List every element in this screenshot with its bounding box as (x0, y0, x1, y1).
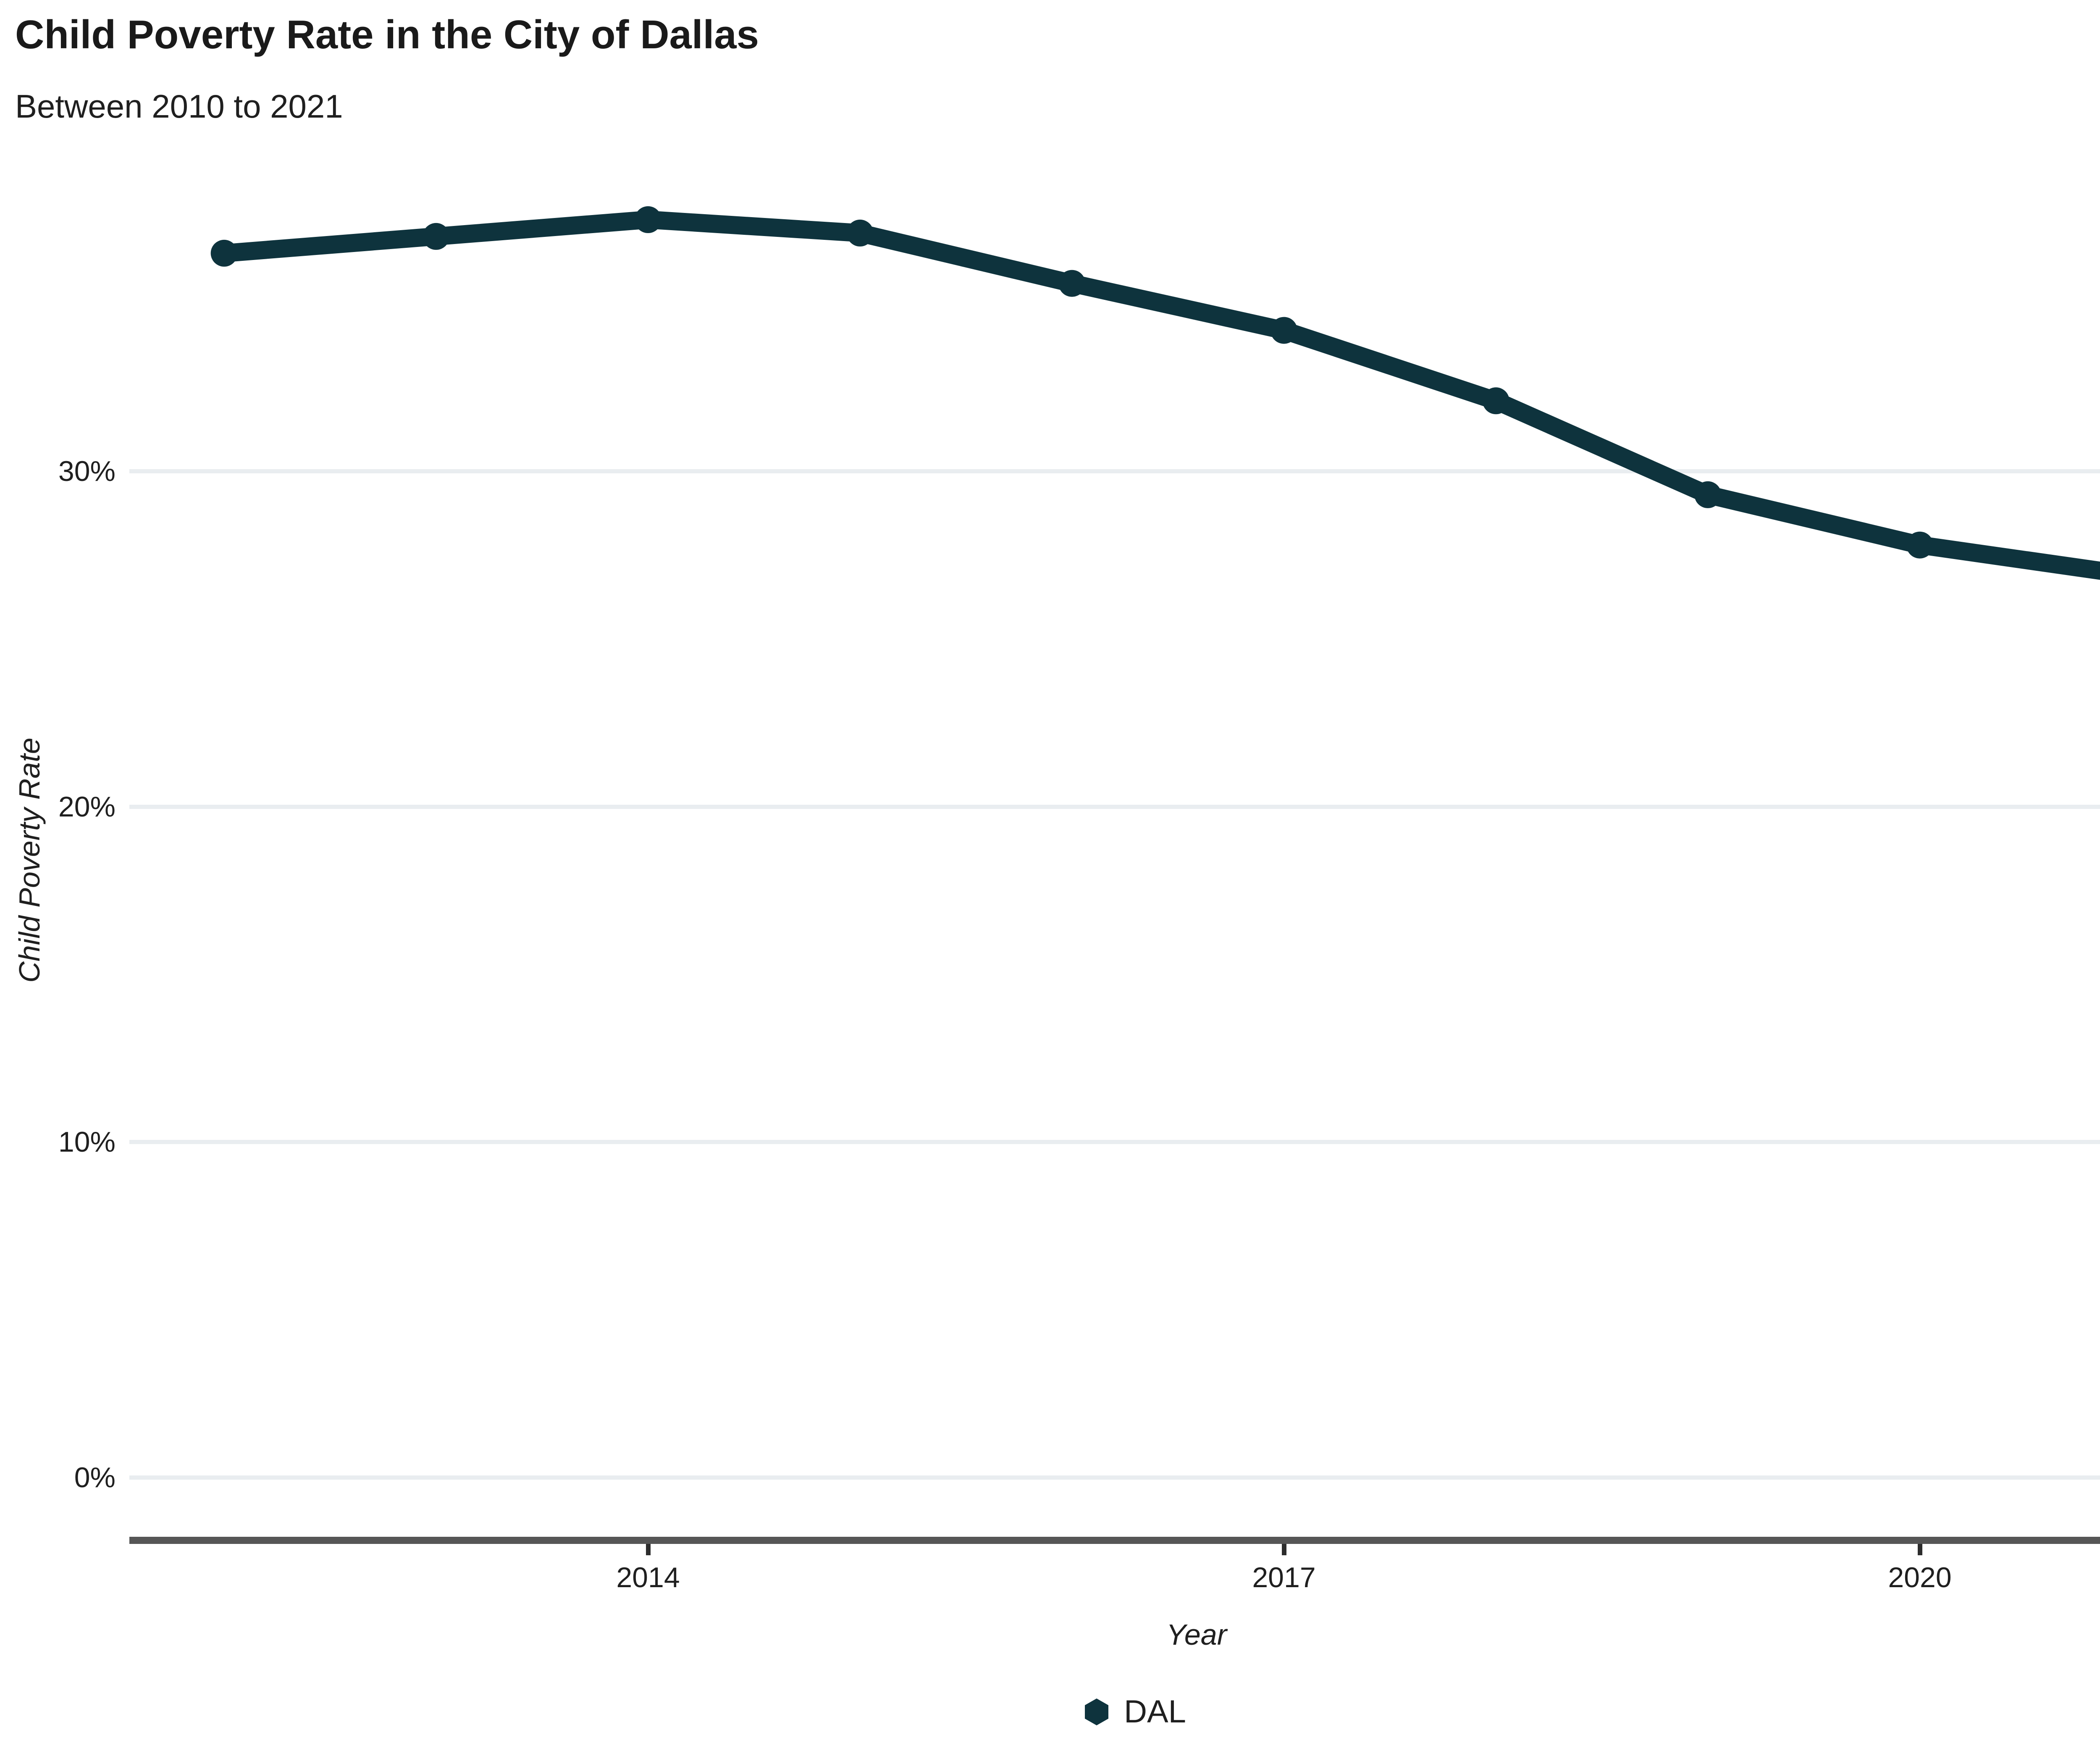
data-point-DAL-2018[interactable] (1482, 387, 1509, 415)
x-tick-2014 (646, 1544, 651, 1555)
data-point-DAL-2012[interactable] (210, 239, 238, 267)
data-point-DAL-2017[interactable] (1270, 317, 1297, 344)
y-tick-label-30%: 30% (58, 455, 116, 487)
y-axis-title: Child Poverty Rate (13, 738, 46, 983)
y-tick-label-10%: 10% (58, 1126, 116, 1158)
legend-hexagon-marker-icon (1085, 1698, 1109, 1725)
legend-item-dal[interactable]: DAL (1082, 1693, 1186, 1730)
line-DAL (223, 210, 2100, 580)
data-point-DAL-2014[interactable] (635, 206, 662, 233)
x-tick-label-2017: 2017 (1252, 1562, 1316, 1593)
gridline-20% (129, 804, 2100, 809)
y-tick-label-0%: 0% (74, 1462, 116, 1494)
chart-title: Child Poverty Rate in the City of Dallas (15, 12, 759, 57)
chart-subtitle: Between 2010 to 2021 (15, 88, 343, 125)
y-tick-label-20%: 20% (58, 790, 116, 823)
data-point-DAL-2013[interactable] (423, 223, 450, 250)
legend-label: DAL (1124, 1694, 1186, 1730)
data-point-DAL-2020[interactable] (1906, 531, 1933, 559)
gridline-0% (129, 1475, 2100, 1480)
x-tick-2017 (1282, 1544, 1286, 1555)
gridline-10% (129, 1140, 2100, 1144)
x-tick-label-2020: 2020 (1888, 1562, 1952, 1593)
series-dal-line (210, 206, 2100, 580)
x-axis-title: Year (1166, 1618, 1227, 1651)
data-point-DAL-2015[interactable] (846, 219, 874, 247)
data-point-DAL-2019[interactable] (1694, 481, 1722, 508)
x-tick-label-2014: 2014 (616, 1562, 680, 1593)
gridline-30% (129, 469, 2100, 473)
legend: DAL (0, 1693, 2100, 1730)
x-axis-line (129, 1537, 2100, 1544)
x-tick-2020 (1918, 1544, 1922, 1555)
data-point-DAL-2016[interactable] (1058, 270, 1086, 297)
